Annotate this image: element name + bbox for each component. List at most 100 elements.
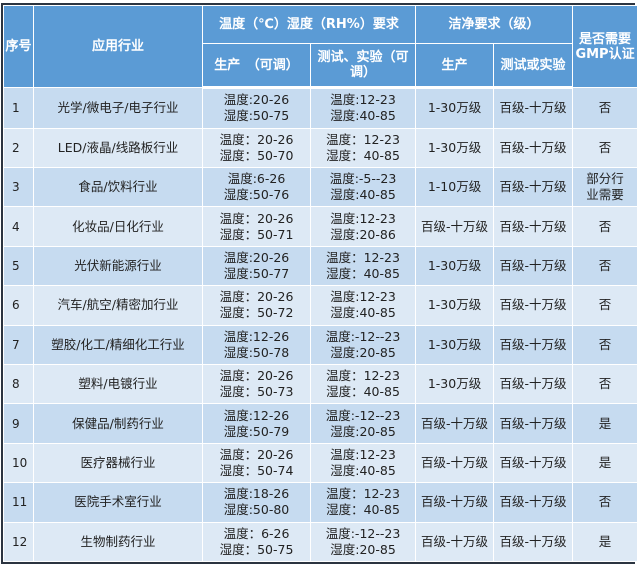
header-production-adjustable: 生产 （可调） <box>202 43 311 89</box>
header-test-adjustable: 测试、实验（可调） <box>309 43 417 89</box>
test-cleanliness: 百级-十万级 <box>493 363 574 405</box>
gmp-required: 是 <box>572 442 638 484</box>
test-temp-humidity: 温度:-12--23 湿度:20-85 <box>309 521 417 562</box>
requirements-table-frame: 序号 应用行业 温度（℃）湿度（RH%）要求 洁净要求（级） 是否需要GMP认证… <box>1 3 638 564</box>
test-cleanliness: 百级-十万级 <box>493 482 574 523</box>
test-cleanliness: 百级-十万级 <box>493 87 574 129</box>
test-temp-humidity-text: 湿度：40-85 <box>326 502 400 518</box>
gmp-required: 否 <box>572 87 638 129</box>
production-temp-humidity-text: 湿度:50-75 <box>223 108 290 124</box>
industry-cell-text: 医院手术室行业 <box>74 494 162 510</box>
test-temp-humidity: 温度:-12--23 湿度:20-85 <box>309 324 417 365</box>
production-cleanliness: 百级-十万级 <box>415 206 495 247</box>
header-gmp: 是否需要GMP认证 <box>572 5 638 88</box>
production-temp-humidity-text: 湿度：50-73 <box>219 384 294 400</box>
production-temp-humidity-text: 温度：20-26 <box>219 368 294 384</box>
production-temp-humidity: 温度：6-26 湿度：50-75 <box>202 521 311 562</box>
production-temp-humidity-text: 湿度:50-78 <box>223 344 290 360</box>
industry-cell: 保健品/制药行业 <box>33 403 203 444</box>
row-number-text: 12 <box>12 534 28 549</box>
production-cleanliness: 1-30万级 <box>415 87 495 129</box>
test-temp-humidity-text: 温度:-12--23 <box>325 525 401 541</box>
row-number-text: 10 <box>12 455 28 470</box>
test-temp-humidity-text: 温度：12-23 <box>326 131 400 147</box>
test-temp-humidity-text: 温度:-12--23 <box>325 407 401 423</box>
gmp-required-text: 否 <box>598 139 612 155</box>
industry-cell: 食品/饮料行业 <box>33 166 203 208</box>
row-number: 1 <box>3 87 34 129</box>
table-row: 9 保健品/制药行业 温度:12-26 湿度:50-79 温度:-12--23 湿度:20… <box>3 403 638 444</box>
production-cleanliness: 百级-十万级 <box>415 482 495 523</box>
production-cleanliness-text: 1-30万级 <box>427 297 482 313</box>
table-row: 2 LED/液晶/线路板行业 温度：20-26 湿度：50-70 温度：12-23 湿度：… <box>3 127 638 168</box>
test-temp-humidity-text: 湿度:20-86 <box>330 226 396 242</box>
row-number-text: 3 <box>12 180 20 195</box>
production-temp-humidity: 温度:12-26 湿度:50-79 <box>202 403 311 444</box>
table-row: 4 化妆品/日化行业 温度：20-26 湿度：50-71 温度:12-23 湿度:20-8… <box>3 206 638 247</box>
row-number: 7 <box>3 324 34 365</box>
production-temp-humidity: 温度:20-26 湿度:50-75 <box>202 87 311 129</box>
production-cleanliness: 1-30万级 <box>415 363 495 405</box>
production-cleanliness-text: 百级-十万级 <box>421 454 489 470</box>
industry-cell-text: 保健品/制药行业 <box>72 415 164 431</box>
gmp-required-text: 否 <box>598 99 612 115</box>
cleanroom-requirements-table: 序号 应用行业 温度（℃）湿度（RH%）要求 洁净要求（级） 是否需要GMP认证… <box>3 5 638 562</box>
header-seq: 序号 <box>3 5 34 88</box>
test-cleanliness: 百级-十万级 <box>493 127 574 168</box>
production-temp-humidity: 温度:6-26 湿度:50-76 <box>202 166 311 208</box>
production-cleanliness: 1-10万级 <box>415 166 495 208</box>
test-cleanliness-text: 百级-十万级 <box>499 454 567 470</box>
table-row: 10 医疗器械行业 温度：20-26 湿度：50-74 温度:12-23 湿度:40-85… <box>3 442 638 484</box>
gmp-required-text: 否 <box>598 257 612 273</box>
gmp-required-text: 部分行业需要 <box>586 171 624 203</box>
test-temp-humidity-text: 湿度:40-85 <box>330 108 396 124</box>
test-temp-humidity: 温度:-5--23 湿度:40-85 <box>309 166 417 208</box>
production-cleanliness-text: 1-30万级 <box>427 139 482 155</box>
table-row: 5 光伏新能源行业 温度:20-26 湿度:50-77 温度：12-23 湿度：40-85… <box>3 245 638 287</box>
test-cleanliness: 百级-十万级 <box>493 403 574 444</box>
test-temp-humidity: 温度：12-23 湿度：40-85 <box>309 127 417 168</box>
test-temp-humidity: 温度：12-23 湿度：40-85 <box>309 482 417 523</box>
industry-cell-text: 光伏新能源行业 <box>74 257 162 273</box>
industry-cell-text: 食品/饮料行业 <box>78 179 158 195</box>
table-row: 3 食品/饮料行业 温度:6-26 湿度:50-76 温度:-5--23 湿度:40-85… <box>3 166 638 208</box>
gmp-required-text: 否 <box>598 297 612 313</box>
test-cleanliness-text: 百级-十万级 <box>499 336 567 352</box>
production-temp-humidity-text: 温度:12-26 <box>223 328 290 344</box>
gmp-required-text: 否 <box>598 336 612 352</box>
production-cleanliness-text: 百级-十万级 <box>421 494 489 510</box>
production-temp-humidity-text: 温度:18-26 <box>223 486 290 502</box>
production-temp-humidity-text: 湿度：50-75 <box>219 541 294 557</box>
test-temp-humidity: 温度:12-23 湿度:40-85 <box>309 87 417 129</box>
row-number-text: 4 <box>12 219 20 234</box>
production-temp-humidity-text: 湿度:50-76 <box>223 187 290 203</box>
production-temp-humidity-text: 温度：20-26 <box>219 210 294 226</box>
test-temp-humidity: 温度:12-23 湿度:40-85 <box>309 442 417 484</box>
table-row: 6 汽车/航空/精密加行业 温度：20-26 湿度：50-72 温度:12-23 湿度:4… <box>3 285 638 326</box>
production-temp-humidity-text: 湿度:50-80 <box>223 502 290 518</box>
row-number-text: 11 <box>12 495 28 510</box>
table-row: 7 塑胶/化工/精细化工行业 温度:12-26 湿度:50-78 温度:-12--23 湿… <box>3 324 638 365</box>
gmp-required: 否 <box>572 285 638 326</box>
production-temp-humidity: 温度：20-26 湿度：50-70 <box>202 127 311 168</box>
production-temp-humidity-text: 湿度：50-71 <box>219 226 294 242</box>
production-temp-humidity-text: 湿度：50-70 <box>219 147 294 163</box>
test-temp-humidity: 温度:12-23 湿度:40-85 <box>309 285 417 326</box>
test-temp-humidity-text: 湿度：40-85 <box>326 384 400 400</box>
gmp-required: 否 <box>572 245 638 287</box>
header-industry: 应用行业 <box>33 5 203 88</box>
test-temp-humidity-text: 湿度:40-85 <box>330 187 396 203</box>
test-cleanliness: 百级-十万级 <box>493 442 574 484</box>
test-cleanliness-text: 百级-十万级 <box>499 179 567 195</box>
test-cleanliness-text: 百级-十万级 <box>499 297 567 313</box>
industry-cell-text: 塑胶/化工/精细化工行业 <box>51 336 185 352</box>
industry-cell: 化妆品/日化行业 <box>33 206 203 247</box>
production-cleanliness-text: 1-30万级 <box>427 336 482 352</box>
production-temp-humidity: 温度：20-26 湿度：50-73 <box>202 363 311 405</box>
production-temp-humidity-text: 湿度:50-79 <box>223 423 290 439</box>
table-row: 1 光学/微电子/电子行业 温度:20-26 湿度:50-75 温度:12-23 湿度:4… <box>3 87 638 129</box>
industry-cell-text: 塑料/电镀行业 <box>78 376 158 392</box>
test-temp-humidity-text: 湿度:20-85 <box>330 541 396 557</box>
industry-cell: 生物制药行业 <box>33 521 203 562</box>
production-cleanliness: 1-30万级 <box>415 127 495 168</box>
